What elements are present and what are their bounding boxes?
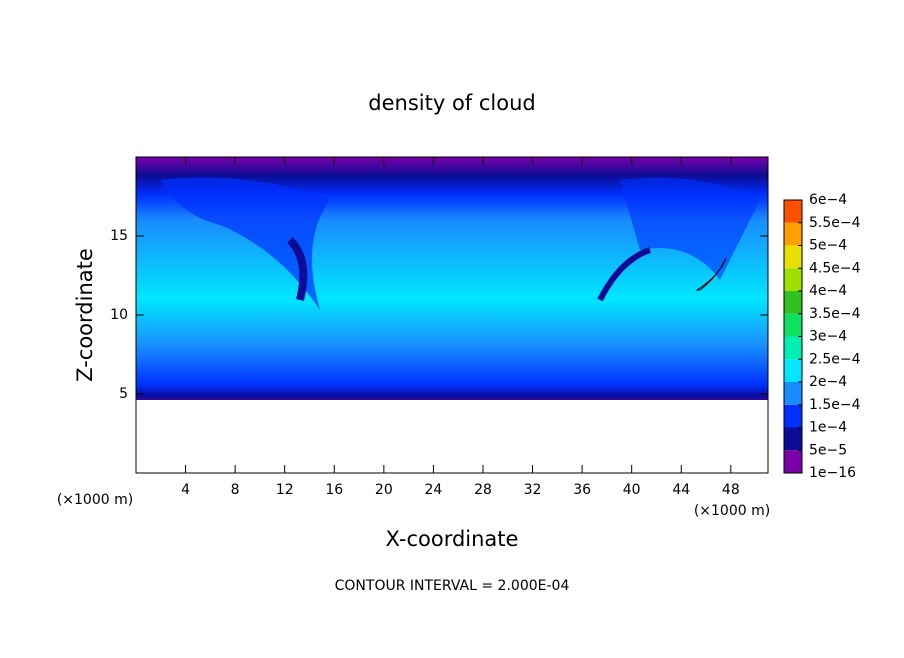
x-tick-label: 40 <box>623 482 641 498</box>
colorbar-label: 1e−16 <box>809 465 856 481</box>
chart-title: density of cloud <box>368 91 535 115</box>
y-unit-label: (×1000 m) <box>57 492 133 508</box>
x-tick-label: 36 <box>573 482 591 498</box>
x-label: X-coordinate <box>386 527 519 551</box>
x-tick-label: 24 <box>424 482 442 498</box>
x-unit-label: (×1000 m) <box>694 503 770 519</box>
x-tick-label: 12 <box>276 482 294 498</box>
colorbar-label: 1e−4 <box>809 420 847 436</box>
colorbar-label: 5e−4 <box>809 238 847 254</box>
colorbar-label: 5e−5 <box>809 442 847 458</box>
colorbar-frame <box>783 199 803 474</box>
colorbar-label: 4.5e−4 <box>809 260 861 276</box>
colorbar-label: 2.5e−4 <box>809 351 861 367</box>
x-tick-label: 8 <box>231 482 240 498</box>
y-tick-label: 10 <box>110 307 128 323</box>
x-tick-label: 48 <box>722 482 740 498</box>
x-tick-label: 16 <box>325 482 343 498</box>
x-tick-label: 44 <box>672 482 690 498</box>
y-tick-label: 15 <box>110 228 128 244</box>
colorbar-cell <box>784 450 802 473</box>
colorbar-label: 3.5e−4 <box>809 306 861 322</box>
y-tick-label: 5 <box>119 386 128 402</box>
colorbar-cell <box>784 359 802 382</box>
colorbar-label: 4e−4 <box>809 283 847 299</box>
colorbar-cell <box>784 427 802 451</box>
colorbar-label: 3e−4 <box>809 329 847 345</box>
colorbar-label: 2e−4 <box>809 374 847 390</box>
x-tick-label: 20 <box>375 482 393 498</box>
y-label: Z-coordinate <box>73 248 97 382</box>
colorbar-cell <box>784 245 802 269</box>
x-tick-label: 28 <box>474 482 492 498</box>
contour-field <box>136 157 768 473</box>
colorbar-label: 5.5e−4 <box>809 215 861 231</box>
colorbar-cell <box>784 200 802 223</box>
colorbar-cell <box>784 382 802 405</box>
colorbar-cell <box>784 404 802 428</box>
colorbar-label: 1.5e−4 <box>809 397 861 413</box>
x-tick-label: 4 <box>181 482 190 498</box>
footnote: CONTOUR INTERVAL = 2.000E-04 <box>335 578 570 594</box>
colorbar-cell <box>784 222 802 246</box>
colorbar-cell <box>784 336 802 360</box>
colorbar-label: 6e−4 <box>809 192 847 208</box>
x-tick-label: 32 <box>524 482 542 498</box>
colorbar-cell <box>784 313 802 337</box>
colorbar-cell <box>784 268 802 291</box>
colorbar-cell <box>784 291 802 314</box>
